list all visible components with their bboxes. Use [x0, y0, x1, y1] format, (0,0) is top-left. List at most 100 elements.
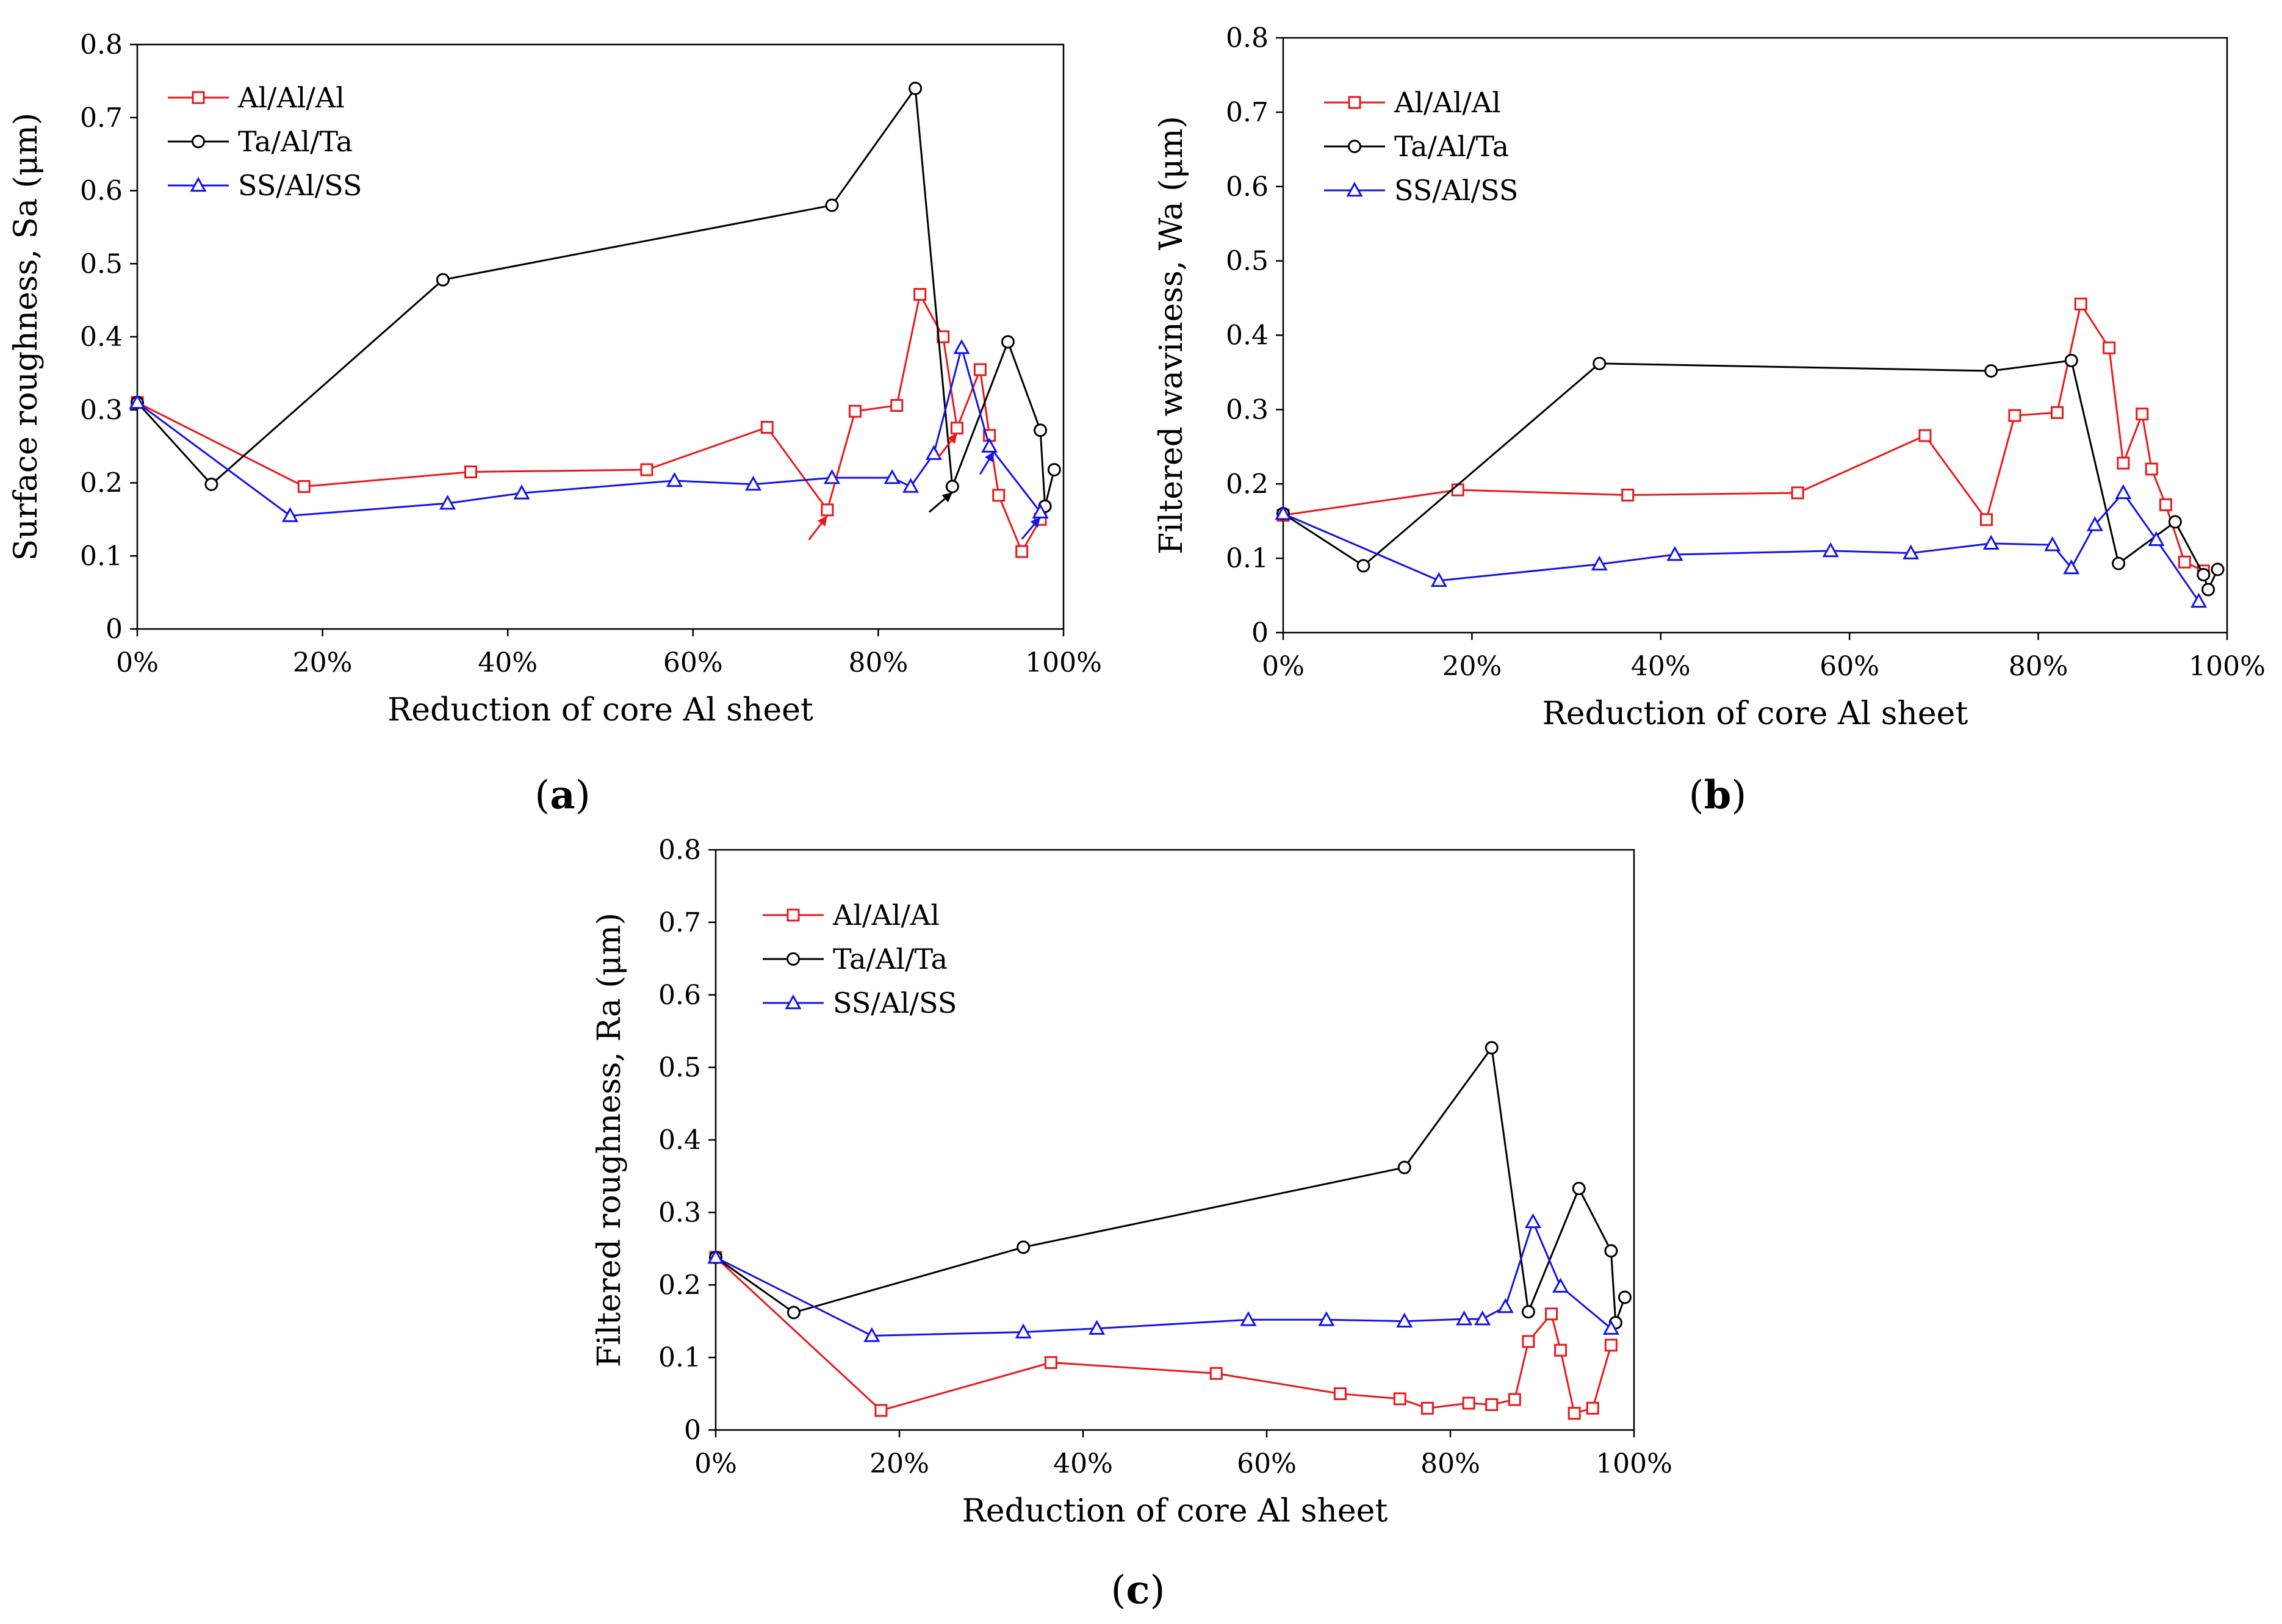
data-point-triangle	[1552, 1277, 1569, 1293]
data-point-triangle	[2190, 592, 2208, 608]
data-point-square	[1393, 1392, 1406, 1406]
data-point-square	[760, 420, 774, 434]
y-tick-label: 0.8	[80, 29, 123, 60]
panel-label: (a)	[535, 772, 590, 818]
data-point-triangle	[1591, 555, 1608, 571]
data-point-circle	[786, 1306, 801, 1320]
data-point-triangle	[707, 1248, 724, 1264]
data-point-triangle	[1602, 1320, 1619, 1335]
data-point-triangle	[129, 393, 146, 409]
data-point-square	[1568, 1407, 1581, 1420]
data-point-triangle	[1089, 1320, 1106, 1335]
annotation-arrow-head	[817, 516, 827, 526]
x-tick-label: 20%	[1442, 651, 1502, 682]
data-point-square	[2145, 462, 2158, 476]
legend-label: Ta/Al/Ta	[833, 943, 948, 975]
data-point-circle	[945, 480, 959, 494]
panel-label-paren: )	[1731, 773, 1746, 818]
x-tick-label: 20%	[869, 1448, 929, 1479]
data-point-triangle	[513, 484, 530, 500]
series-line	[137, 292, 1042, 554]
data-point-square	[1980, 513, 1993, 526]
x-tick-label: 80%	[1420, 1448, 1480, 1479]
y-tick-label: 0.4	[80, 322, 123, 353]
series-ss-al-ss	[1275, 484, 2208, 608]
data-point-circle	[436, 273, 450, 287]
y-tick-label: 0.1	[1226, 543, 1269, 574]
data-point-triangle	[1318, 1311, 1335, 1326]
y-tick-label: 0.1	[80, 541, 123, 572]
annotation-arrow-head	[947, 433, 957, 444]
data-point-triangle	[823, 469, 841, 484]
data-point-triangle	[902, 478, 920, 493]
y-axis-title: Filtered waviness, Wa (μm)	[1153, 116, 1190, 555]
series-al-al-al	[131, 288, 1047, 558]
data-point-triangle	[1902, 544, 1920, 559]
series-al-al-al	[709, 1251, 1618, 1420]
data-point-circle	[1397, 1160, 1411, 1174]
data-point-triangle	[785, 994, 802, 1010]
data-point-square	[2159, 498, 2172, 511]
legend-label: Ta/Al/Ta	[1394, 130, 1509, 163]
legend: Al/Al/Al Ta/Al/Ta SS/Al/SS	[1324, 86, 1518, 207]
y-tick-label: 0.8	[658, 835, 701, 866]
y-tick-label: 0.5	[1226, 246, 1269, 277]
data-point-circle	[2168, 515, 2182, 529]
y-tick-label: 0	[106, 614, 123, 645]
data-point-triangle	[1275, 505, 1292, 520]
panel-label-letter: a	[550, 772, 575, 818]
data-point-square	[192, 91, 205, 104]
x-tick-label: 100%	[1596, 1448, 1672, 1479]
data-point-square	[1333, 1387, 1347, 1401]
x-tick-label: 0%	[694, 1448, 737, 1479]
data-point-square	[1545, 1307, 1558, 1321]
panel-label-paren: (	[535, 773, 550, 818]
panel-label-paren: (	[1689, 773, 1704, 818]
legend-label: SS/Al/SS	[1394, 174, 1518, 207]
y-tick-label: 0.4	[1226, 320, 1269, 351]
chart-panel-a: 0 0.1 0.2 0.3 0.4 0.5 0.6 0.7 0.8 0% 20% 40% 60% 80% 1…	[8, 29, 1102, 818]
data-point-circle	[204, 477, 218, 491]
data-point-circle	[2211, 562, 2225, 577]
y-axis-title: Surface roughness, Sa (μm)	[8, 113, 45, 561]
data-point-triangle	[1430, 572, 1447, 587]
plot-area-frame	[714, 849, 1635, 1431]
series-line	[714, 1256, 1612, 1415]
annotation-arrow-head	[984, 451, 995, 462]
x-tick-label: 0%	[1262, 651, 1305, 682]
data-point-square	[786, 908, 800, 922]
series-line	[715, 1219, 1612, 1337]
panel-label-paren: )	[1150, 1568, 1165, 1613]
data-point-square	[950, 422, 963, 435]
data-point-square	[1462, 1396, 1475, 1410]
chart-panel-c: 0 0.1 0.2 0.3 0.4 0.5 0.6 0.7 0.8 0% 20% 40% 60% 80% 1…	[591, 835, 1672, 1613]
data-point-circle	[1521, 1305, 1535, 1319]
data-point-circle	[192, 135, 205, 148]
data-point-circle	[1984, 364, 1998, 378]
chart-panel-b: 0 0.1 0.2 0.3 0.4 0.5 0.6 0.7 0.8 0% 20% 40% 60% 80% 1…	[1153, 23, 2266, 818]
data-point-triangle	[1346, 181, 1363, 197]
data-point-circle	[2197, 567, 2211, 581]
series-ta-al-ta	[709, 1041, 1632, 1330]
data-point-square	[1420, 1401, 1434, 1415]
data-point-square	[913, 288, 927, 301]
panel-label-letter: c	[1126, 1567, 1150, 1613]
legend: Al/Al/Al Ta/Al/Ta SS/Al/SS	[763, 899, 957, 1019]
data-point-triangle	[953, 339, 970, 354]
data-point-square	[1586, 1401, 1599, 1415]
data-point-triangle	[1396, 1312, 1413, 1328]
x-tick-label: 100%	[2189, 651, 2266, 682]
data-point-circle	[1618, 1290, 1632, 1304]
data-point-square	[1451, 483, 1464, 497]
data-point-triangle	[863, 1327, 880, 1342]
x-tick-label: 20%	[293, 647, 353, 678]
y-axis-title: Filtered roughness, Ra (μm)	[591, 913, 628, 1367]
annotation-arrow-head	[941, 492, 952, 503]
series-al-al-al	[1276, 297, 2210, 578]
data-point-circle	[1348, 140, 1361, 153]
series-line	[715, 1045, 1626, 1323]
y-tick-label: 0.7	[1226, 97, 1269, 128]
data-point-triangle	[666, 472, 683, 487]
legend: Al/Al/Al Ta/Al/Ta SS/Al/SS	[168, 81, 362, 202]
data-point-triangle	[190, 176, 207, 192]
